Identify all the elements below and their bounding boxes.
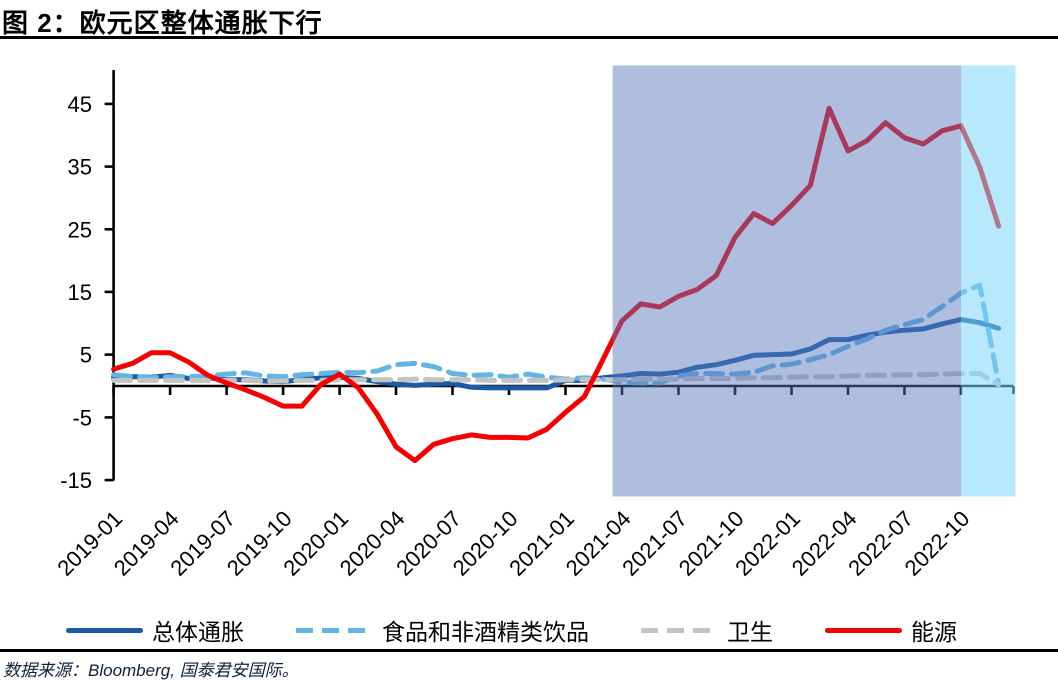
inflation-line-chart: -15 -5 5 15 25 35 45 2019-01 2019-04 2019-07 2019-… bbox=[0, 40, 1058, 612]
footer-divider bbox=[0, 649, 1058, 652]
y-axis-labels: -15 -5 5 15 25 35 45 bbox=[60, 92, 92, 493]
svg-text:-15: -15 bbox=[60, 468, 92, 493]
legend-label-health: 卫生 bbox=[727, 619, 773, 645]
svg-text:15: 15 bbox=[68, 280, 92, 305]
food-line-swatch bbox=[296, 627, 373, 633]
svg-text:45: 45 bbox=[68, 92, 92, 117]
chart-legend: 总体通胀 食品和非酒精类饮品 卫生 能源 bbox=[0, 611, 1058, 649]
series-line-health bbox=[111, 371, 1002, 388]
figure-title: 图 2：欧元区整体通胀下行 bbox=[2, 8, 323, 38]
series-line-energy bbox=[111, 105, 1002, 464]
energy-line-swatch bbox=[825, 627, 902, 633]
highlight-dark-blue-band bbox=[612, 65, 961, 497]
svg-text:-5: -5 bbox=[72, 405, 92, 430]
overall-line-swatch bbox=[66, 627, 143, 633]
svg-text:25: 25 bbox=[68, 217, 92, 242]
chart-svg: -15 -5 5 15 25 35 45 2019-012019-042019-072019-… bbox=[52, 65, 1016, 581]
legend-item-health: 卫生 bbox=[641, 613, 773, 647]
legend-label-overall: 总体通胀 bbox=[152, 619, 244, 645]
highlight-light-blue-band bbox=[960, 65, 1016, 497]
legend-item-energy: 能源 bbox=[825, 613, 957, 647]
axes bbox=[104, 70, 1015, 482]
legend-label-food: 食品和非酒精类饮品 bbox=[382, 619, 589, 645]
legend-label-energy: 能源 bbox=[911, 619, 957, 645]
svg-text:5: 5 bbox=[80, 343, 92, 368]
x-axis-labels: 2019-012019-042019-072019-102020-012020-… bbox=[52, 506, 974, 581]
svg-text:35: 35 bbox=[68, 155, 92, 180]
data-source-note: 数据来源：Bloomberg, 国泰君安国际。 bbox=[3, 661, 299, 680]
legend-item-food: 食品和非酒精类饮品 bbox=[296, 613, 589, 647]
health-line-swatch bbox=[641, 627, 718, 633]
legend-item-overall: 总体通胀 bbox=[66, 613, 244, 647]
title-divider bbox=[0, 36, 1058, 39]
